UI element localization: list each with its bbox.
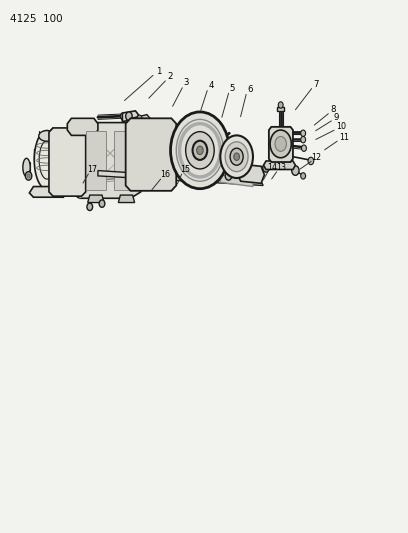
Text: 4125  100: 4125 100 xyxy=(10,14,63,24)
Polygon shape xyxy=(121,113,124,119)
Circle shape xyxy=(270,130,291,158)
Polygon shape xyxy=(114,131,135,190)
Polygon shape xyxy=(98,171,263,185)
Circle shape xyxy=(99,200,105,207)
Circle shape xyxy=(152,176,158,184)
Circle shape xyxy=(27,174,30,178)
Ellipse shape xyxy=(39,131,55,141)
Circle shape xyxy=(256,167,262,176)
Circle shape xyxy=(302,145,306,151)
Text: 4: 4 xyxy=(208,82,214,90)
Text: 10: 10 xyxy=(336,123,346,131)
Polygon shape xyxy=(269,127,293,162)
Polygon shape xyxy=(118,195,135,203)
Polygon shape xyxy=(29,187,67,197)
Circle shape xyxy=(87,203,93,211)
Circle shape xyxy=(171,112,229,189)
Circle shape xyxy=(225,172,232,180)
Text: 2: 2 xyxy=(167,72,173,81)
Text: 12: 12 xyxy=(312,154,322,162)
Circle shape xyxy=(278,102,283,108)
Polygon shape xyxy=(69,123,141,198)
Circle shape xyxy=(308,157,314,165)
Text: 15: 15 xyxy=(181,165,191,174)
Text: 5: 5 xyxy=(229,84,235,93)
Text: 17: 17 xyxy=(88,165,98,174)
Circle shape xyxy=(120,114,124,119)
Circle shape xyxy=(126,112,132,120)
Text: 8: 8 xyxy=(330,106,336,114)
Text: 14: 14 xyxy=(267,163,277,172)
Circle shape xyxy=(197,146,203,155)
Circle shape xyxy=(301,136,306,143)
Circle shape xyxy=(301,130,306,136)
Circle shape xyxy=(234,153,239,160)
Polygon shape xyxy=(277,107,284,111)
Polygon shape xyxy=(237,164,264,183)
Text: 13: 13 xyxy=(276,163,286,172)
Polygon shape xyxy=(49,128,86,196)
Circle shape xyxy=(220,135,253,178)
Circle shape xyxy=(292,166,299,175)
Polygon shape xyxy=(122,111,139,122)
Polygon shape xyxy=(131,115,150,123)
Circle shape xyxy=(25,172,32,180)
Text: 9: 9 xyxy=(334,113,339,122)
Ellipse shape xyxy=(23,158,30,176)
Polygon shape xyxy=(67,118,98,135)
Text: 3: 3 xyxy=(184,78,189,87)
Circle shape xyxy=(275,136,286,151)
Circle shape xyxy=(230,148,243,165)
Polygon shape xyxy=(86,131,106,190)
Circle shape xyxy=(225,142,248,172)
Polygon shape xyxy=(126,118,176,191)
Circle shape xyxy=(241,154,246,160)
Circle shape xyxy=(301,173,306,179)
Text: 7: 7 xyxy=(313,80,319,88)
Ellipse shape xyxy=(34,131,60,189)
Text: 16: 16 xyxy=(160,171,170,179)
Circle shape xyxy=(137,115,142,122)
Text: 11: 11 xyxy=(339,133,349,142)
Text: 1: 1 xyxy=(155,67,161,76)
Circle shape xyxy=(193,141,207,160)
Polygon shape xyxy=(88,195,104,203)
Polygon shape xyxy=(264,161,295,169)
Circle shape xyxy=(263,164,269,172)
Circle shape xyxy=(186,132,214,169)
Text: 6: 6 xyxy=(247,85,253,94)
Polygon shape xyxy=(220,175,253,187)
